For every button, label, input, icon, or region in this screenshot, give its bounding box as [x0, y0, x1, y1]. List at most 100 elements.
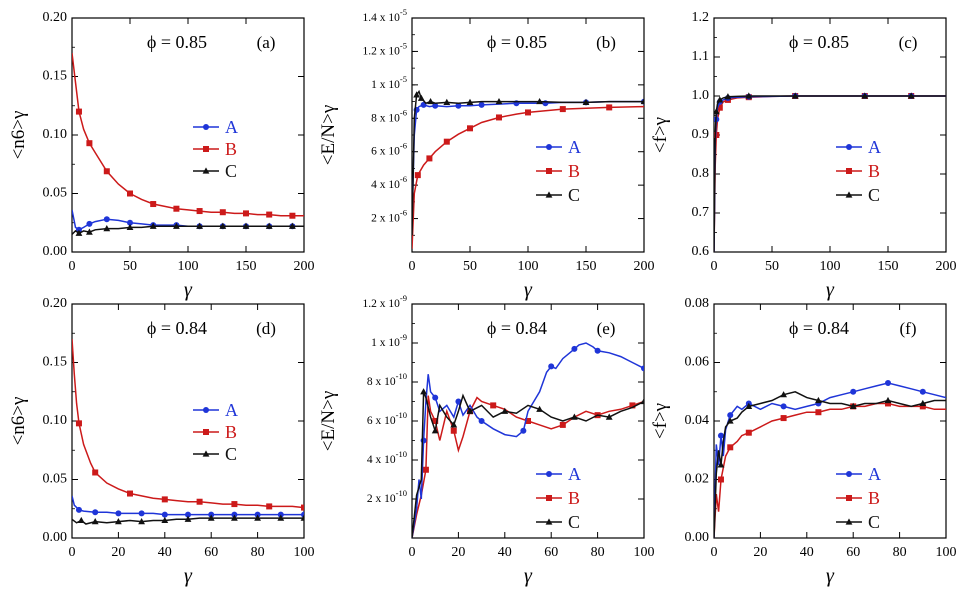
- legend-label: A: [868, 464, 881, 484]
- legend-label: A: [568, 137, 581, 157]
- series-line: [72, 339, 304, 509]
- y-tick-label: 0.06: [685, 355, 710, 370]
- data-point: [466, 98, 474, 106]
- data-point: [717, 461, 725, 468]
- y-axis-label: <n6>γ: [8, 111, 29, 160]
- panel-label: (e): [597, 319, 616, 338]
- data-point: [520, 427, 527, 434]
- data-point: [161, 511, 168, 518]
- data-point: [127, 219, 133, 226]
- data-point: [849, 402, 857, 409]
- y-tick-label: 1.1: [692, 49, 710, 64]
- data-point: [196, 222, 203, 229]
- y-tick-label: 0.08: [685, 296, 710, 311]
- data-point: [92, 469, 99, 476]
- data-point: [173, 222, 180, 229]
- y-axis-label: <E/N>γ: [318, 105, 339, 165]
- data-point: [466, 407, 474, 414]
- y-tick-label: 8 x 10-6: [371, 107, 407, 124]
- series-b: [714, 93, 946, 252]
- data-point: [546, 471, 552, 477]
- x-tick-label: 80: [893, 545, 907, 560]
- y-axis-label: <n6>γ: [8, 397, 29, 446]
- legend-label: C: [568, 185, 580, 205]
- x-tick-label: 150: [236, 259, 257, 274]
- data-point: [582, 98, 590, 106]
- legend-label: B: [568, 161, 580, 181]
- y-tick-label: 0.00: [685, 530, 710, 545]
- data-point: [196, 208, 203, 215]
- data-point: [724, 93, 732, 100]
- data-point: [455, 398, 462, 405]
- legend-label: C: [868, 185, 880, 205]
- phi-annotation: ϕ = 0.84: [487, 318, 547, 338]
- y-tick-label: 2 x 10-6: [371, 208, 407, 225]
- data-point: [571, 413, 578, 420]
- y-tick-label: 0.10: [43, 127, 68, 142]
- data-point: [815, 409, 822, 416]
- data-point: [546, 168, 552, 174]
- data-point: [202, 450, 210, 457]
- data-point: [791, 92, 799, 99]
- y-tick-label: 0.10: [43, 413, 68, 428]
- data-point: [727, 444, 734, 451]
- data-point: [884, 396, 892, 404]
- y-tick-label: 1.2 x 10-9: [363, 293, 407, 310]
- data-point: [885, 379, 891, 386]
- x-axis-label: γ: [826, 279, 835, 301]
- y-tick-label: 0.20: [43, 10, 68, 25]
- panel-label: (b): [596, 33, 616, 52]
- data-point: [75, 420, 82, 427]
- data-point: [115, 518, 122, 525]
- data-point: [103, 168, 110, 175]
- y-tick-label: 0.02: [685, 472, 710, 487]
- x-tick-label: 60: [846, 545, 860, 560]
- legend-label: C: [868, 512, 880, 532]
- data-point: [432, 418, 439, 424]
- data-point: [115, 510, 122, 517]
- data-point: [745, 429, 752, 436]
- data-point: [546, 144, 552, 150]
- data-point: [184, 515, 192, 522]
- data-point: [203, 429, 209, 435]
- x-tick-label: 60: [204, 545, 218, 560]
- phi-annotation: ϕ = 0.84: [147, 318, 207, 338]
- plot-frame: [713, 303, 947, 539]
- data-point: [640, 397, 644, 405]
- data-point: [426, 155, 433, 162]
- y-tick-label: 0.00: [43, 244, 68, 259]
- data-point: [907, 92, 915, 99]
- data-point: [91, 518, 99, 525]
- y-tick-label: 4 x 10-10: [367, 449, 407, 466]
- data-point: [443, 138, 450, 145]
- data-point: [432, 102, 439, 109]
- data-point: [525, 418, 531, 424]
- data-point: [289, 212, 296, 219]
- series-line: [412, 395, 644, 538]
- series-a: [714, 93, 946, 252]
- data-point: [173, 205, 180, 212]
- legend-label: B: [868, 161, 880, 181]
- series-line: [714, 95, 946, 252]
- y-tick-label: 0.15: [43, 355, 68, 370]
- x-tick-label: 100: [178, 259, 199, 274]
- data-point: [185, 511, 191, 518]
- data-point: [196, 498, 203, 505]
- series-line: [714, 402, 946, 538]
- panel-c: 0 50 100 150 200 0.6 0.7 0.8 0.9 1.0 1.1 1.2 γ <f>γ ϕ …: [650, 10, 957, 301]
- x-tick-label: 50: [765, 259, 779, 274]
- data-point: [127, 490, 133, 497]
- data-point: [745, 402, 753, 409]
- data-point: [478, 101, 485, 108]
- data-point: [203, 146, 209, 152]
- data-point: [231, 501, 238, 508]
- data-point: [77, 516, 85, 524]
- x-tick-label: 200: [634, 259, 655, 274]
- data-point: [86, 140, 93, 147]
- data-point: [420, 437, 427, 444]
- data-point: [490, 402, 497, 409]
- panel-d: 0 20 40 60 80 100 0.00 0.05 0.10 0.15 0.20 γ <n6>γ ϕ …: [8, 296, 315, 587]
- data-point: [495, 97, 503, 105]
- data-point: [103, 216, 110, 223]
- data-point: [92, 509, 99, 516]
